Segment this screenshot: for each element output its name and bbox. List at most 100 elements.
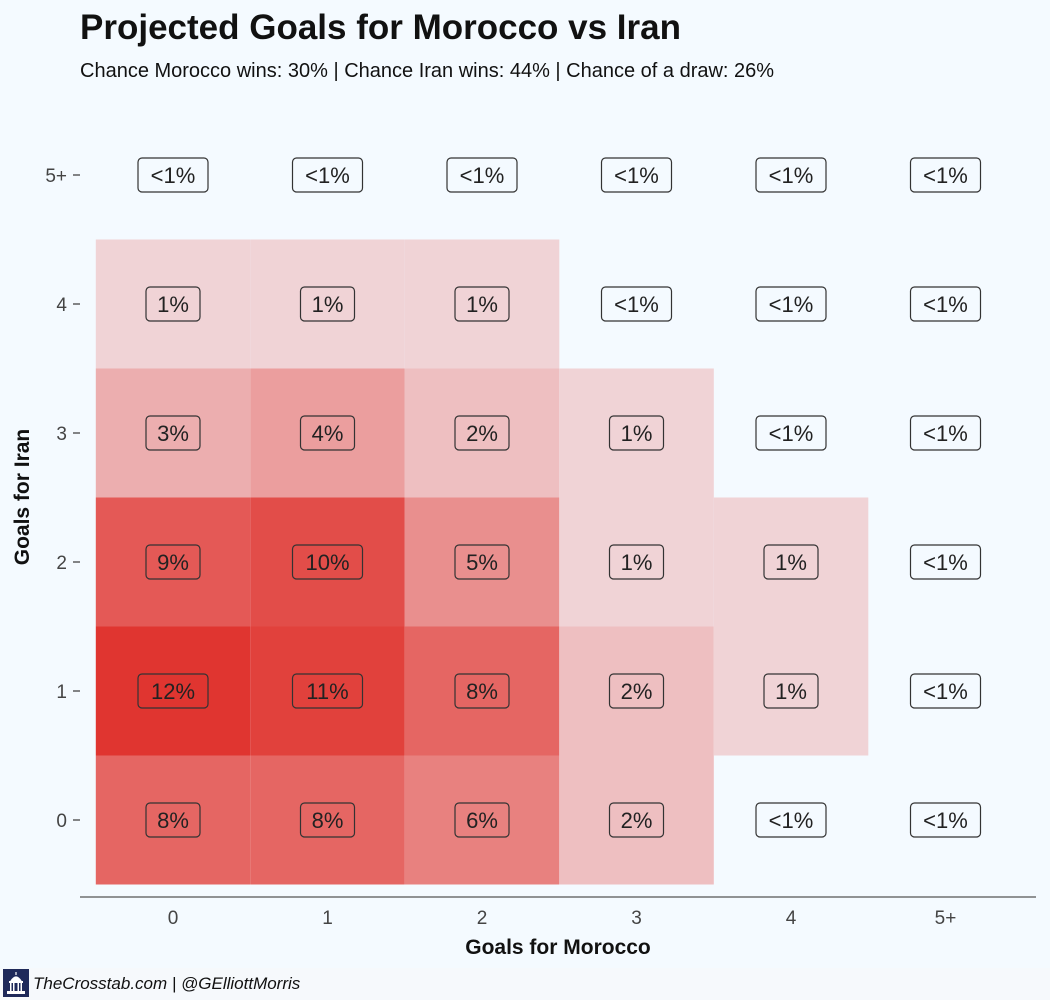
cell-label: <1% [600, 286, 673, 322]
cell-label-text: <1% [923, 421, 968, 446]
cell-label-text: <1% [923, 550, 968, 575]
cell-label: 2% [608, 673, 665, 709]
cell-label: 8% [145, 802, 201, 838]
cell-label: <1% [291, 157, 364, 193]
cell-label-text: <1% [923, 679, 968, 704]
cell-label-text: 1% [312, 292, 344, 317]
chart-title: Projected Goals for Morocco vs Iran [80, 8, 681, 47]
cell-label: <1% [909, 415, 982, 451]
cell-label-text: <1% [769, 421, 814, 446]
heatmap-cell [713, 626, 869, 756]
cell-label-box [299, 286, 356, 322]
cell-label-box [763, 673, 819, 709]
y-axis-title: Goals for Iran [11, 429, 34, 566]
cell-label: <1% [909, 544, 982, 580]
y-tick-label: 3 [56, 424, 67, 445]
cell-label-text: 12% [151, 679, 195, 704]
cell-label-box [608, 415, 665, 451]
y-tick-label: 1 [56, 682, 67, 703]
heatmap-cell [404, 497, 560, 627]
cell-label: 3% [145, 415, 201, 451]
x-tick-label: 4 [786, 908, 797, 929]
x-tick-label: 1 [322, 908, 333, 929]
cell-label-box [909, 415, 982, 451]
cell-label-text: 3% [157, 421, 189, 446]
cell-label-box [755, 157, 827, 193]
cell-label-text: 1% [621, 550, 653, 575]
x-axis-title: Goals for Morocco [465, 936, 651, 959]
heatmap-cell [404, 239, 560, 369]
cell-label-box [137, 157, 209, 193]
cell-label: 5% [454, 544, 510, 580]
heatmap-cell [404, 368, 560, 498]
cell-label-text: 8% [157, 808, 189, 833]
cell-label: 1% [299, 286, 356, 322]
cell-label: <1% [446, 157, 518, 193]
cell-label: <1% [909, 802, 982, 838]
cell-label: <1% [755, 802, 827, 838]
cell-label: <1% [909, 673, 982, 709]
cell-label: 1% [763, 673, 819, 709]
cell-label-box [454, 802, 510, 838]
heatmap-cell [250, 239, 405, 369]
cell-label-box [755, 415, 827, 451]
heatmap-cell [95, 626, 251, 756]
heatmap-cell [95, 368, 251, 498]
heatmap-cell [95, 239, 251, 369]
x-tick-label: 0 [168, 908, 179, 929]
y-tick-label: 5+ [45, 166, 67, 187]
cell-label-text: <1% [769, 292, 814, 317]
cell-label: <1% [909, 286, 982, 322]
heatmap-chart: 8% 8% 6% 2% <1% <1%12% 11% 8% 2% 1% <1%9% 10% 5% 1% 1%… [11, 157, 1036, 959]
heatmap-cell [404, 626, 560, 756]
cell-label: 9% [145, 544, 201, 580]
cell-label-box [909, 673, 982, 709]
chart-subtitle: Chance Morocco wins: 30% | Chance Iran w… [80, 60, 775, 82]
heatmap-cell [250, 368, 405, 498]
cell-label-text: <1% [460, 163, 505, 188]
heatmap-cell [250, 497, 405, 627]
cell-label: 11% [291, 673, 364, 709]
cell-label-box [608, 802, 665, 838]
cell-label-text: 6% [466, 808, 498, 833]
heatmap-cell [559, 626, 714, 756]
cell-label: 1% [608, 544, 665, 580]
heatmap-cell [713, 497, 869, 627]
cell-label: 1% [763, 544, 819, 580]
heatmap-cell [95, 755, 251, 885]
cell-label-text: 1% [775, 550, 807, 575]
heatmap-cell [559, 368, 714, 498]
cell-label-box [145, 802, 201, 838]
cell-label-text: <1% [305, 163, 350, 188]
cell-label-box [454, 673, 510, 709]
cell-label-text: <1% [923, 292, 968, 317]
cell-label: <1% [755, 286, 827, 322]
cell-label-box [755, 802, 827, 838]
cell-label: 1% [608, 415, 665, 451]
heatmap-labels: 8% 8% 6% 2% <1% <1% 12% 11% 8% 2% 1% <1% 9% 10% 5% 1% 1%… [137, 157, 982, 838]
cell-label-box [145, 544, 201, 580]
cell-label-box [600, 286, 673, 322]
cell-label: 12% [137, 673, 209, 709]
cell-label: 2% [608, 802, 665, 838]
cell-label-text: 9% [157, 550, 189, 575]
cell-label-box [763, 544, 819, 580]
cell-label-box [299, 415, 356, 451]
cell-label-box [137, 673, 209, 709]
cell-label-box [145, 415, 201, 451]
cell-label: <1% [909, 157, 982, 193]
heatmap-cell [250, 755, 405, 885]
cell-label-box [454, 415, 510, 451]
cell-label: 4% [299, 415, 356, 451]
cell-label-box [909, 157, 982, 193]
cell-label-box [454, 544, 510, 580]
x-tick-label: 5+ [935, 908, 957, 929]
y-tick-label: 4 [56, 295, 67, 316]
cell-label-box [909, 286, 982, 322]
heatmap-cell [559, 755, 714, 885]
cell-label-text: <1% [769, 163, 814, 188]
cell-label-text: 2% [621, 808, 653, 833]
x-tick-label: 3 [631, 908, 642, 929]
cell-label: <1% [755, 415, 827, 451]
cell-label: 1% [454, 286, 510, 322]
